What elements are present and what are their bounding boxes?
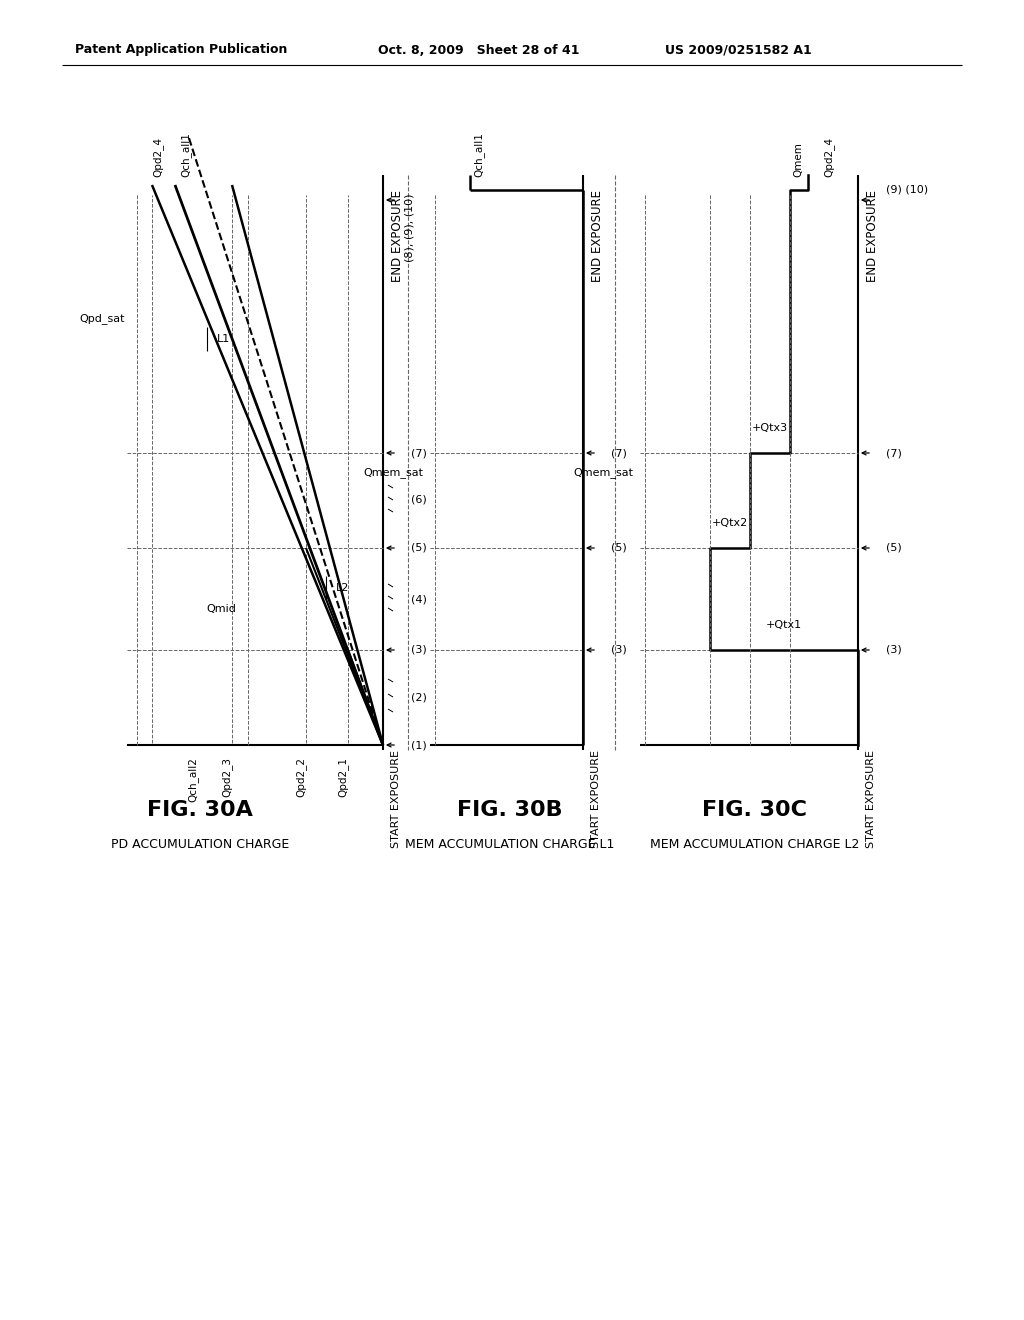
Text: (7): (7)	[411, 447, 427, 458]
Text: (5): (5)	[411, 543, 427, 553]
Text: Qch_all1: Qch_all1	[473, 132, 484, 177]
Text: Patent Application Publication: Patent Application Publication	[75, 44, 288, 57]
Text: (2): (2)	[411, 692, 427, 702]
Text: (8), (9), (10): (8), (9), (10)	[406, 193, 415, 261]
Text: +Qtx2: +Qtx2	[712, 517, 749, 528]
Text: FIG. 30B: FIG. 30B	[457, 800, 563, 820]
Text: Qpd2_1: Qpd2_1	[337, 756, 348, 797]
Text: Qch_all2: Qch_all2	[187, 756, 198, 801]
Text: START EXPOSURE: START EXPOSURE	[866, 750, 876, 847]
Text: US 2009/0251582 A1: US 2009/0251582 A1	[665, 44, 812, 57]
Text: Qch_all1: Qch_all1	[180, 132, 190, 177]
Text: END EXPOSURE: END EXPOSURE	[591, 190, 604, 282]
Text: END EXPOSURE: END EXPOSURE	[391, 190, 404, 282]
Text: L2: L2	[336, 583, 349, 593]
Text: Qpd2_4: Qpd2_4	[823, 137, 834, 177]
Text: Qmid: Qmid	[206, 605, 236, 614]
Text: (3): (3)	[611, 645, 627, 655]
Text: L1: L1	[217, 334, 230, 345]
Text: (1): (1)	[411, 741, 427, 750]
Text: Qpd2_3: Qpd2_3	[221, 756, 232, 797]
Text: Oct. 8, 2009   Sheet 28 of 41: Oct. 8, 2009 Sheet 28 of 41	[378, 44, 580, 57]
Text: Qmem_sat: Qmem_sat	[573, 467, 633, 478]
Text: START EXPOSURE: START EXPOSURE	[591, 750, 601, 847]
Text: (4): (4)	[411, 594, 427, 605]
Text: Qpd_sat: Qpd_sat	[80, 314, 125, 325]
Text: PD ACCUMULATION CHARGE: PD ACCUMULATION CHARGE	[111, 838, 289, 851]
Text: FIG. 30A: FIG. 30A	[147, 800, 253, 820]
Text: (9) (10): (9) (10)	[886, 185, 928, 195]
Text: Qpd2_4: Qpd2_4	[152, 137, 163, 177]
Text: Qmem_sat: Qmem_sat	[362, 467, 423, 478]
Text: +Qtx3: +Qtx3	[752, 422, 788, 433]
Text: +Qtx1: +Qtx1	[766, 620, 802, 630]
Text: (7): (7)	[886, 447, 902, 458]
Text: Qmem: Qmem	[793, 143, 803, 177]
Text: (6): (6)	[411, 495, 427, 506]
Text: (7): (7)	[611, 447, 627, 458]
Text: START EXPOSURE: START EXPOSURE	[391, 750, 401, 847]
Text: MEM ACCUMULATION CHARGE L1: MEM ACCUMULATION CHARGE L1	[406, 838, 614, 851]
Text: (5): (5)	[611, 543, 627, 553]
Text: Qpd2_2: Qpd2_2	[295, 756, 306, 797]
Text: FIG. 30C: FIG. 30C	[702, 800, 808, 820]
Text: MEM ACCUMULATION CHARGE L2: MEM ACCUMULATION CHARGE L2	[650, 838, 860, 851]
Text: (5): (5)	[886, 543, 902, 553]
Text: (3): (3)	[411, 645, 427, 655]
Text: END EXPOSURE: END EXPOSURE	[866, 190, 879, 282]
Text: (3): (3)	[886, 645, 902, 655]
